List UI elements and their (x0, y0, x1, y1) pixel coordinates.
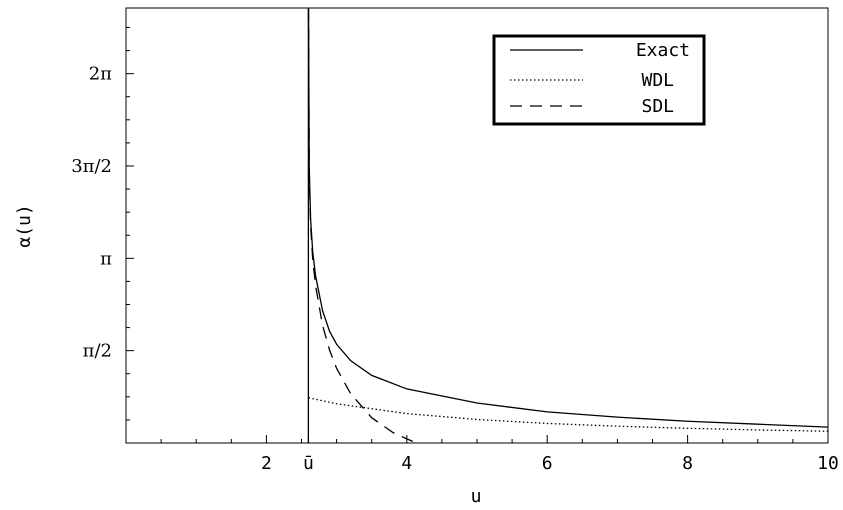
legend: Exact WDL SDL (492, 34, 706, 126)
legend-label-sdl: SDL (641, 96, 674, 117)
y-tick-label: 2π (89, 64, 112, 85)
x-tick-label: ū (303, 453, 314, 474)
x-axis-label: u (471, 486, 482, 507)
series-line-sdl (307, 8, 419, 443)
x-tick-label: 6 (542, 453, 553, 474)
x-tick-label: 2 (261, 453, 272, 474)
series-layer (307, 8, 828, 443)
x-tick-label: 8 (682, 453, 693, 474)
y-tick-label: π (100, 248, 112, 269)
legend-label-exact: Exact (636, 40, 690, 61)
legend-label-wdl: WDL (641, 70, 674, 91)
y-tick-label: π/2 (83, 341, 112, 362)
x-tick-label: 4 (401, 453, 412, 474)
plot-frame (125, 7, 829, 444)
legend-box (492, 34, 706, 126)
series-line-exact (307, 8, 828, 428)
y-tick-label: 3π/2 (71, 156, 112, 177)
x-tick-label: 10 (817, 453, 839, 474)
x-axis-ticks: 2 ū 4 6 8 10 (160, 435, 839, 474)
series-line-wdl (308, 397, 828, 432)
y-axis-label: α(u) (14, 204, 35, 247)
y-axis-ticks: π/2 π 3π/2 2π (71, 26, 134, 421)
